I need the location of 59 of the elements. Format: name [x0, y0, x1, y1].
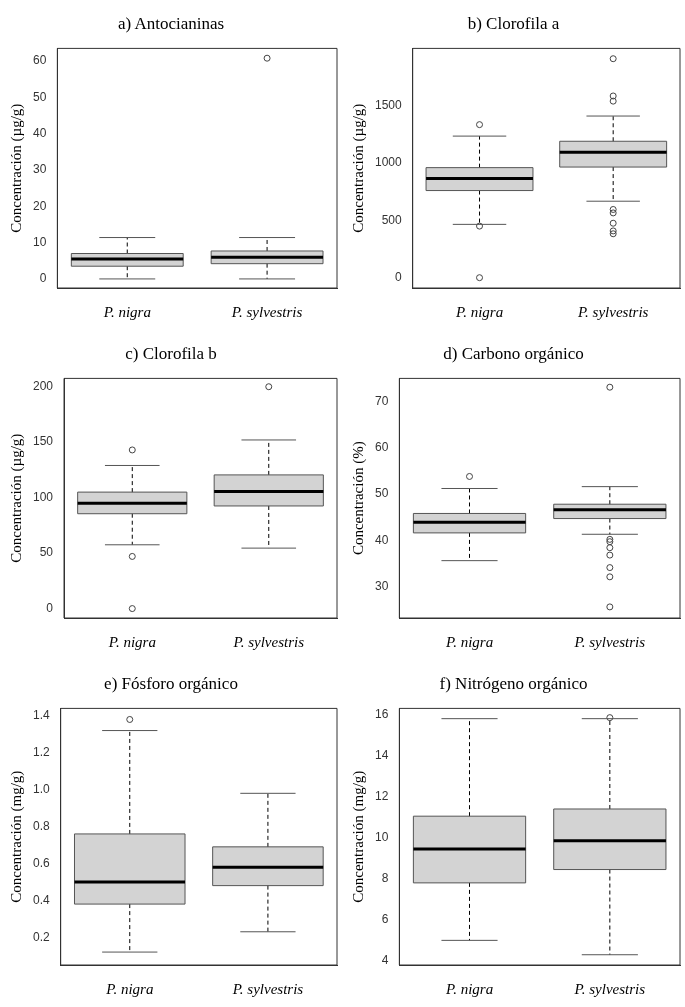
- x-tick-label: P. nigra: [444, 633, 494, 650]
- y-tick-label: 14: [374, 747, 389, 762]
- y-tick-label: 60: [32, 53, 47, 68]
- y-tick-label: 1000: [374, 155, 403, 170]
- x-tick-label: P. sylvestris: [576, 303, 649, 320]
- x-tick-label: P. sylvestris: [231, 980, 304, 997]
- y-tick-label: 60: [374, 440, 389, 455]
- chart-title: c) Clorofila b: [125, 343, 217, 363]
- y-tick-label: 16: [374, 706, 389, 721]
- y-tick-label: 70: [374, 393, 389, 408]
- y-tick-label: 50: [32, 89, 47, 104]
- chart-title: f) Nitrógeno orgánico: [439, 673, 588, 693]
- y-tick-label: 40: [374, 532, 389, 547]
- y-tick-label: 40: [32, 126, 47, 141]
- x-tick-label: P. sylvestris: [230, 303, 303, 320]
- y-tick-label: 1.2: [32, 745, 50, 760]
- y-tick-label: 500: [381, 212, 403, 227]
- x-tick-label: P. sylvestris: [573, 980, 646, 997]
- x-tick-label: P. sylvestris: [573, 633, 646, 650]
- y-tick-label: 10: [374, 830, 389, 845]
- y-tick-label: 150: [32, 434, 54, 449]
- y-tick-label: 30: [32, 162, 47, 177]
- chart-title: d) Carbono orgánico: [443, 343, 584, 363]
- y-axis-title: Concentración (mg/g): [7, 770, 25, 903]
- chart-title: b) Clorofila a: [467, 13, 560, 33]
- y-tick-label: 0.4: [32, 892, 50, 907]
- y-tick-label: 1.4: [32, 708, 50, 723]
- chart-title: e) Fósforo orgánico: [104, 673, 238, 693]
- y-axis-title: Concentración (mg/g): [349, 770, 367, 903]
- x-tick-label: P. nigra: [454, 303, 504, 320]
- y-axis-title: Concentración (µg/g): [349, 103, 367, 233]
- y-tick-label: 200: [32, 379, 54, 394]
- y-tick-label: 30: [374, 578, 389, 593]
- y-tick-label: 0.8: [32, 818, 50, 833]
- x-tick-label: P. nigra: [107, 633, 156, 650]
- y-tick-label: 4: [381, 953, 389, 968]
- chart-title: a) Antocianinas: [117, 13, 225, 33]
- y-tick-label: 0.2: [32, 929, 50, 944]
- y-tick-label: 50: [39, 545, 54, 560]
- y-tick-label: 1500: [374, 98, 403, 113]
- y-tick-label: 100: [32, 489, 54, 504]
- y-axis-title: Concentración (µg/g): [7, 433, 25, 563]
- x-tick-label: P. nigra: [105, 980, 154, 997]
- y-tick-label: 50: [374, 486, 389, 501]
- y-tick-label: 0: [395, 269, 403, 284]
- x-tick-label: P. nigra: [102, 303, 151, 320]
- x-tick-label: P. sylvestris: [232, 633, 305, 650]
- y-tick-label: 10: [32, 234, 47, 249]
- y-tick-label: 20: [32, 198, 47, 213]
- y-tick-label: 6: [381, 912, 389, 927]
- y-tick-label: 0: [39, 271, 47, 286]
- y-tick-label: 1.0: [32, 781, 50, 796]
- y-tick-label: 0.6: [32, 855, 50, 870]
- y-tick-label: 12: [374, 788, 389, 803]
- y-tick-label: 8: [381, 871, 389, 886]
- y-tick-label: 0: [46, 600, 54, 615]
- x-tick-label: P. nigra: [444, 980, 494, 997]
- y-axis-title: Concentración (%): [349, 441, 367, 556]
- y-axis-title: Concentración (µg/g): [7, 103, 25, 233]
